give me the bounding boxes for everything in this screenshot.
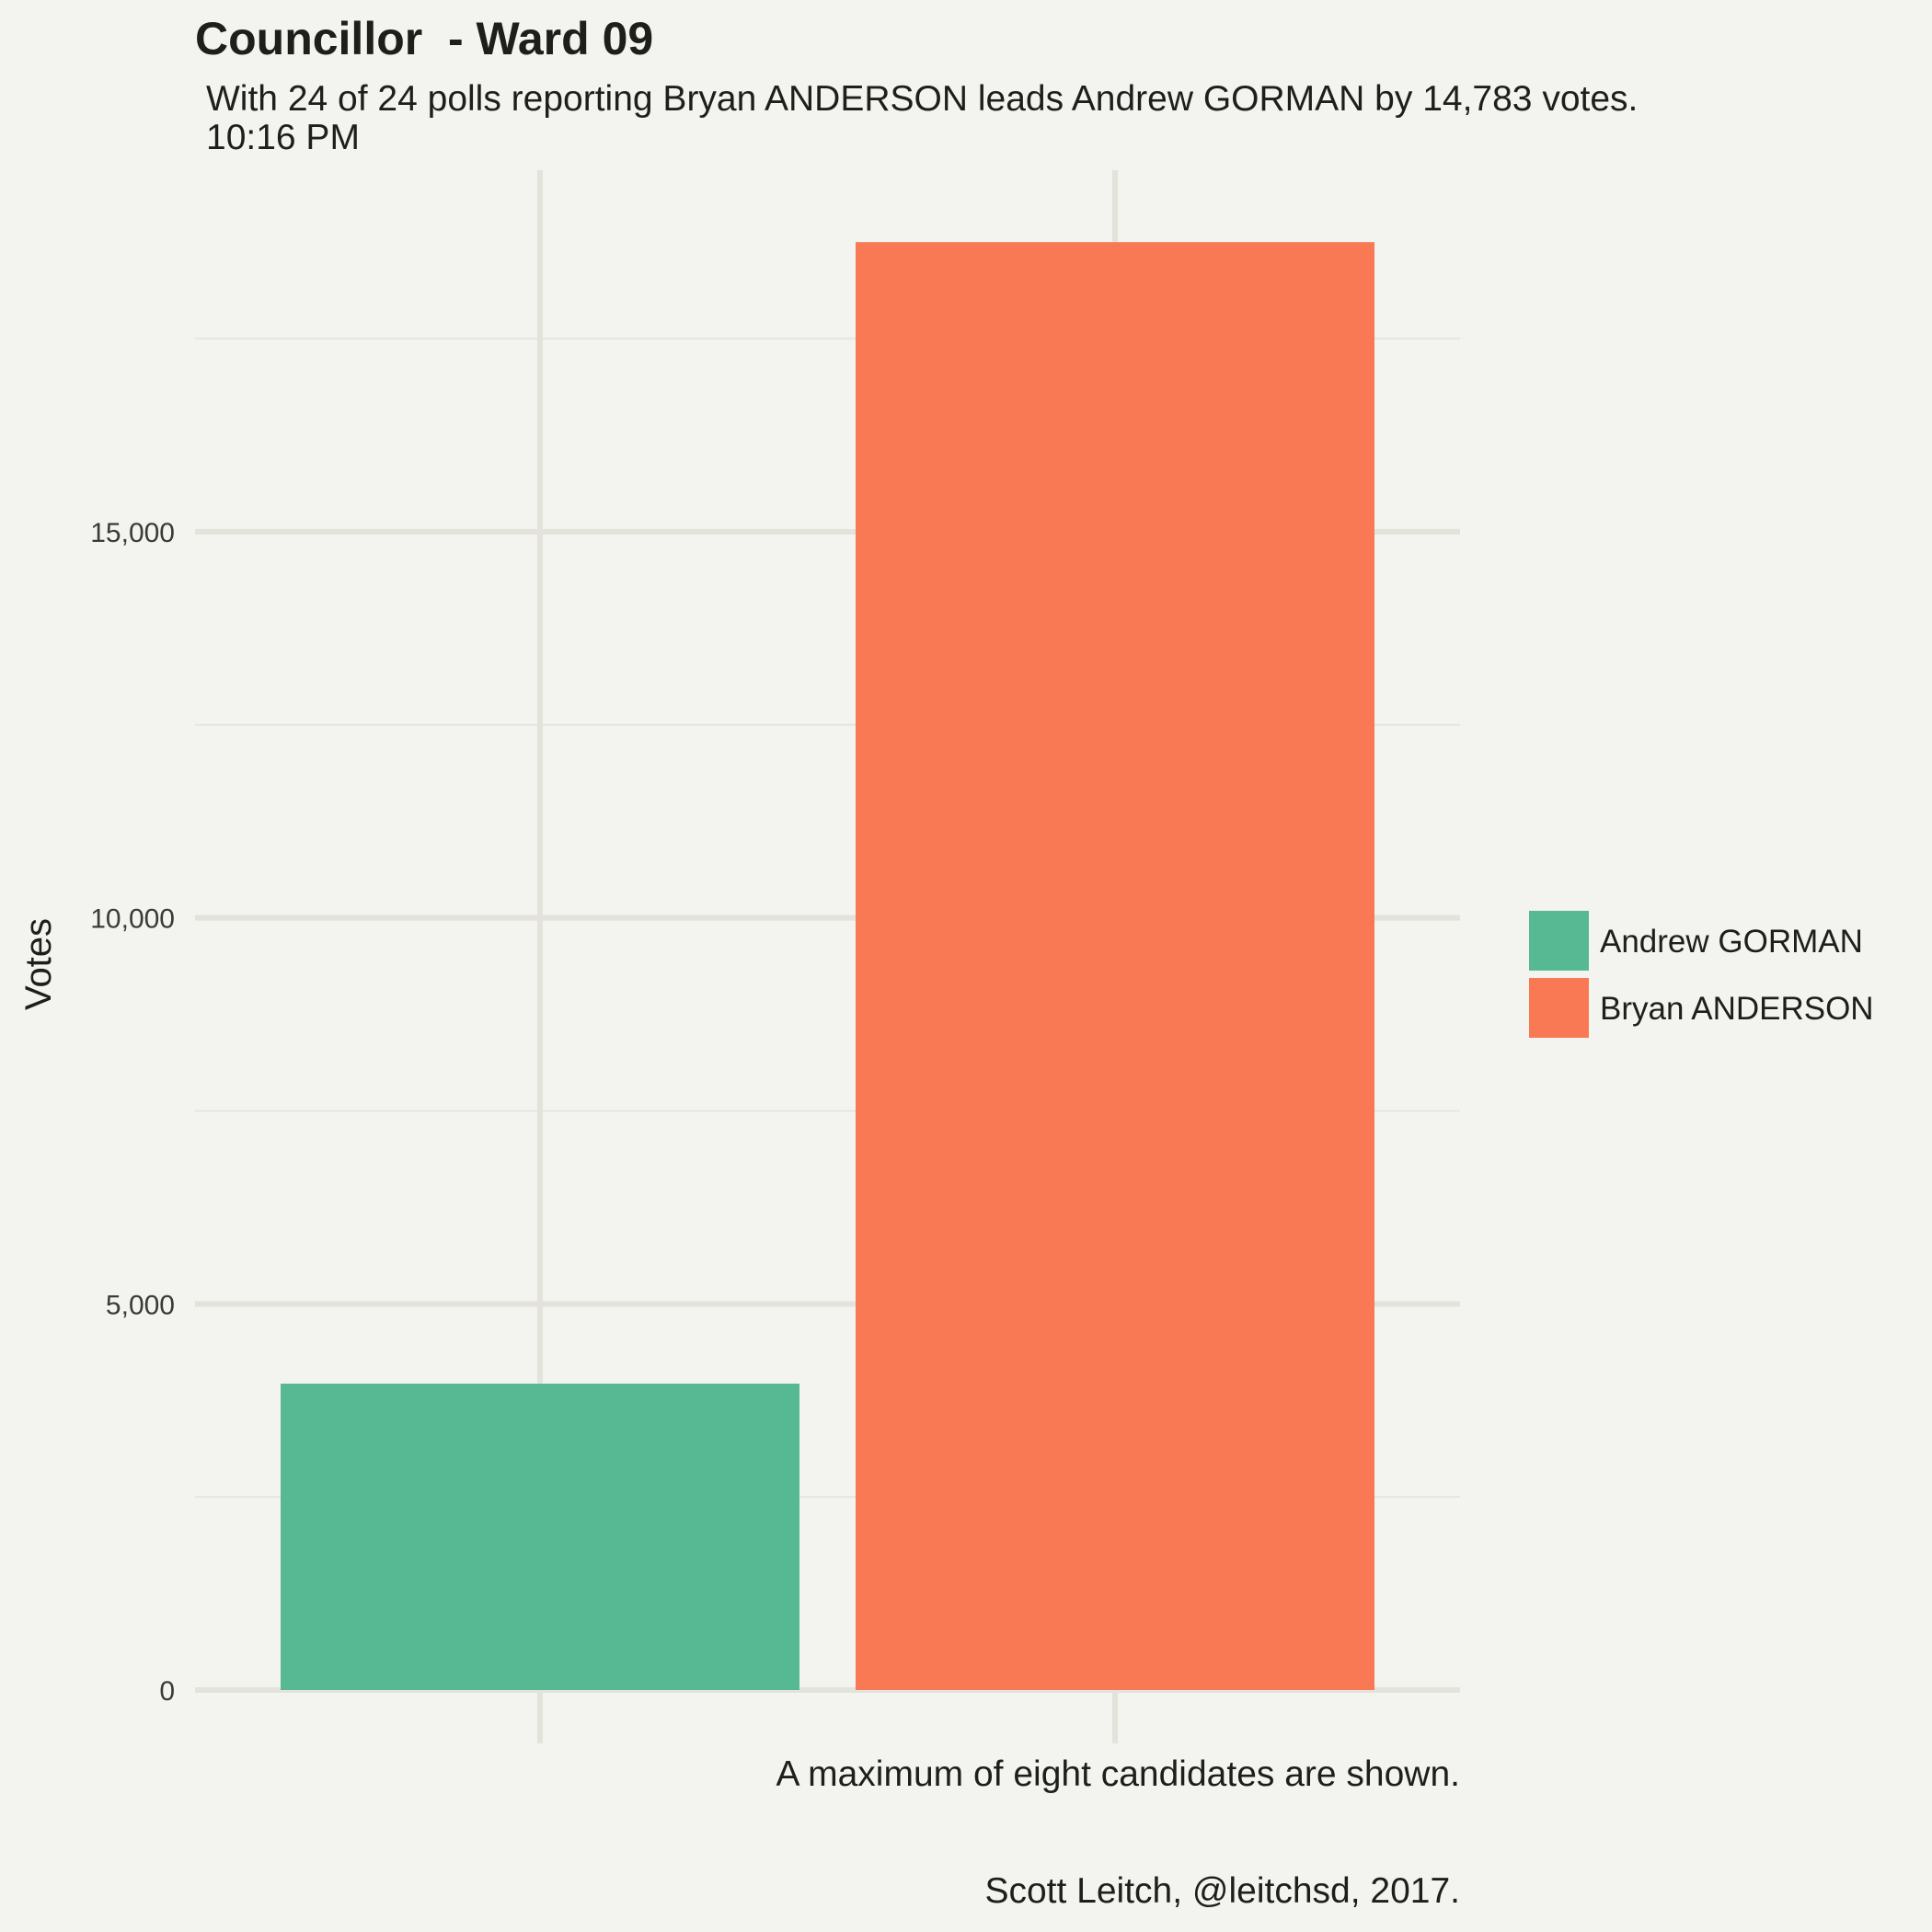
chart-subtitle-line-1: With 24 of 24 polls reporting Bryan ANDE…	[206, 79, 1638, 119]
chart-title: Councillor - Ward 09	[195, 13, 653, 64]
legend: Andrew GORMAN Bryan ANDERSON	[1529, 911, 1874, 1038]
caption-credit: Scott Leitch, @leitchsd, 2017.	[984, 1871, 1460, 1911]
y-tick-label: 5,000	[106, 1290, 175, 1320]
y-axis-label: Votes	[18, 918, 59, 1010]
y-tick-label: 15,000	[90, 518, 175, 548]
y-tick-label: 0	[159, 1676, 175, 1707]
chart-subtitle-timestamp: 10:16 PM	[206, 118, 360, 157]
y-axis-tick-labels: 0 5,000 10,000 15,000	[90, 518, 175, 1707]
caption-note: A maximum of eight candidates are shown.	[776, 1754, 1460, 1794]
bars	[281, 242, 1374, 1691]
bar-andrew-gorman	[281, 1383, 799, 1690]
legend-swatch	[1529, 978, 1589, 1038]
legend-label: Andrew GORMAN	[1600, 924, 1863, 960]
bar-bryan-anderson	[856, 242, 1374, 1691]
legend-label: Bryan ANDERSON	[1600, 991, 1874, 1027]
y-tick-label: 10,000	[90, 904, 175, 935]
legend-swatch	[1529, 911, 1589, 971]
